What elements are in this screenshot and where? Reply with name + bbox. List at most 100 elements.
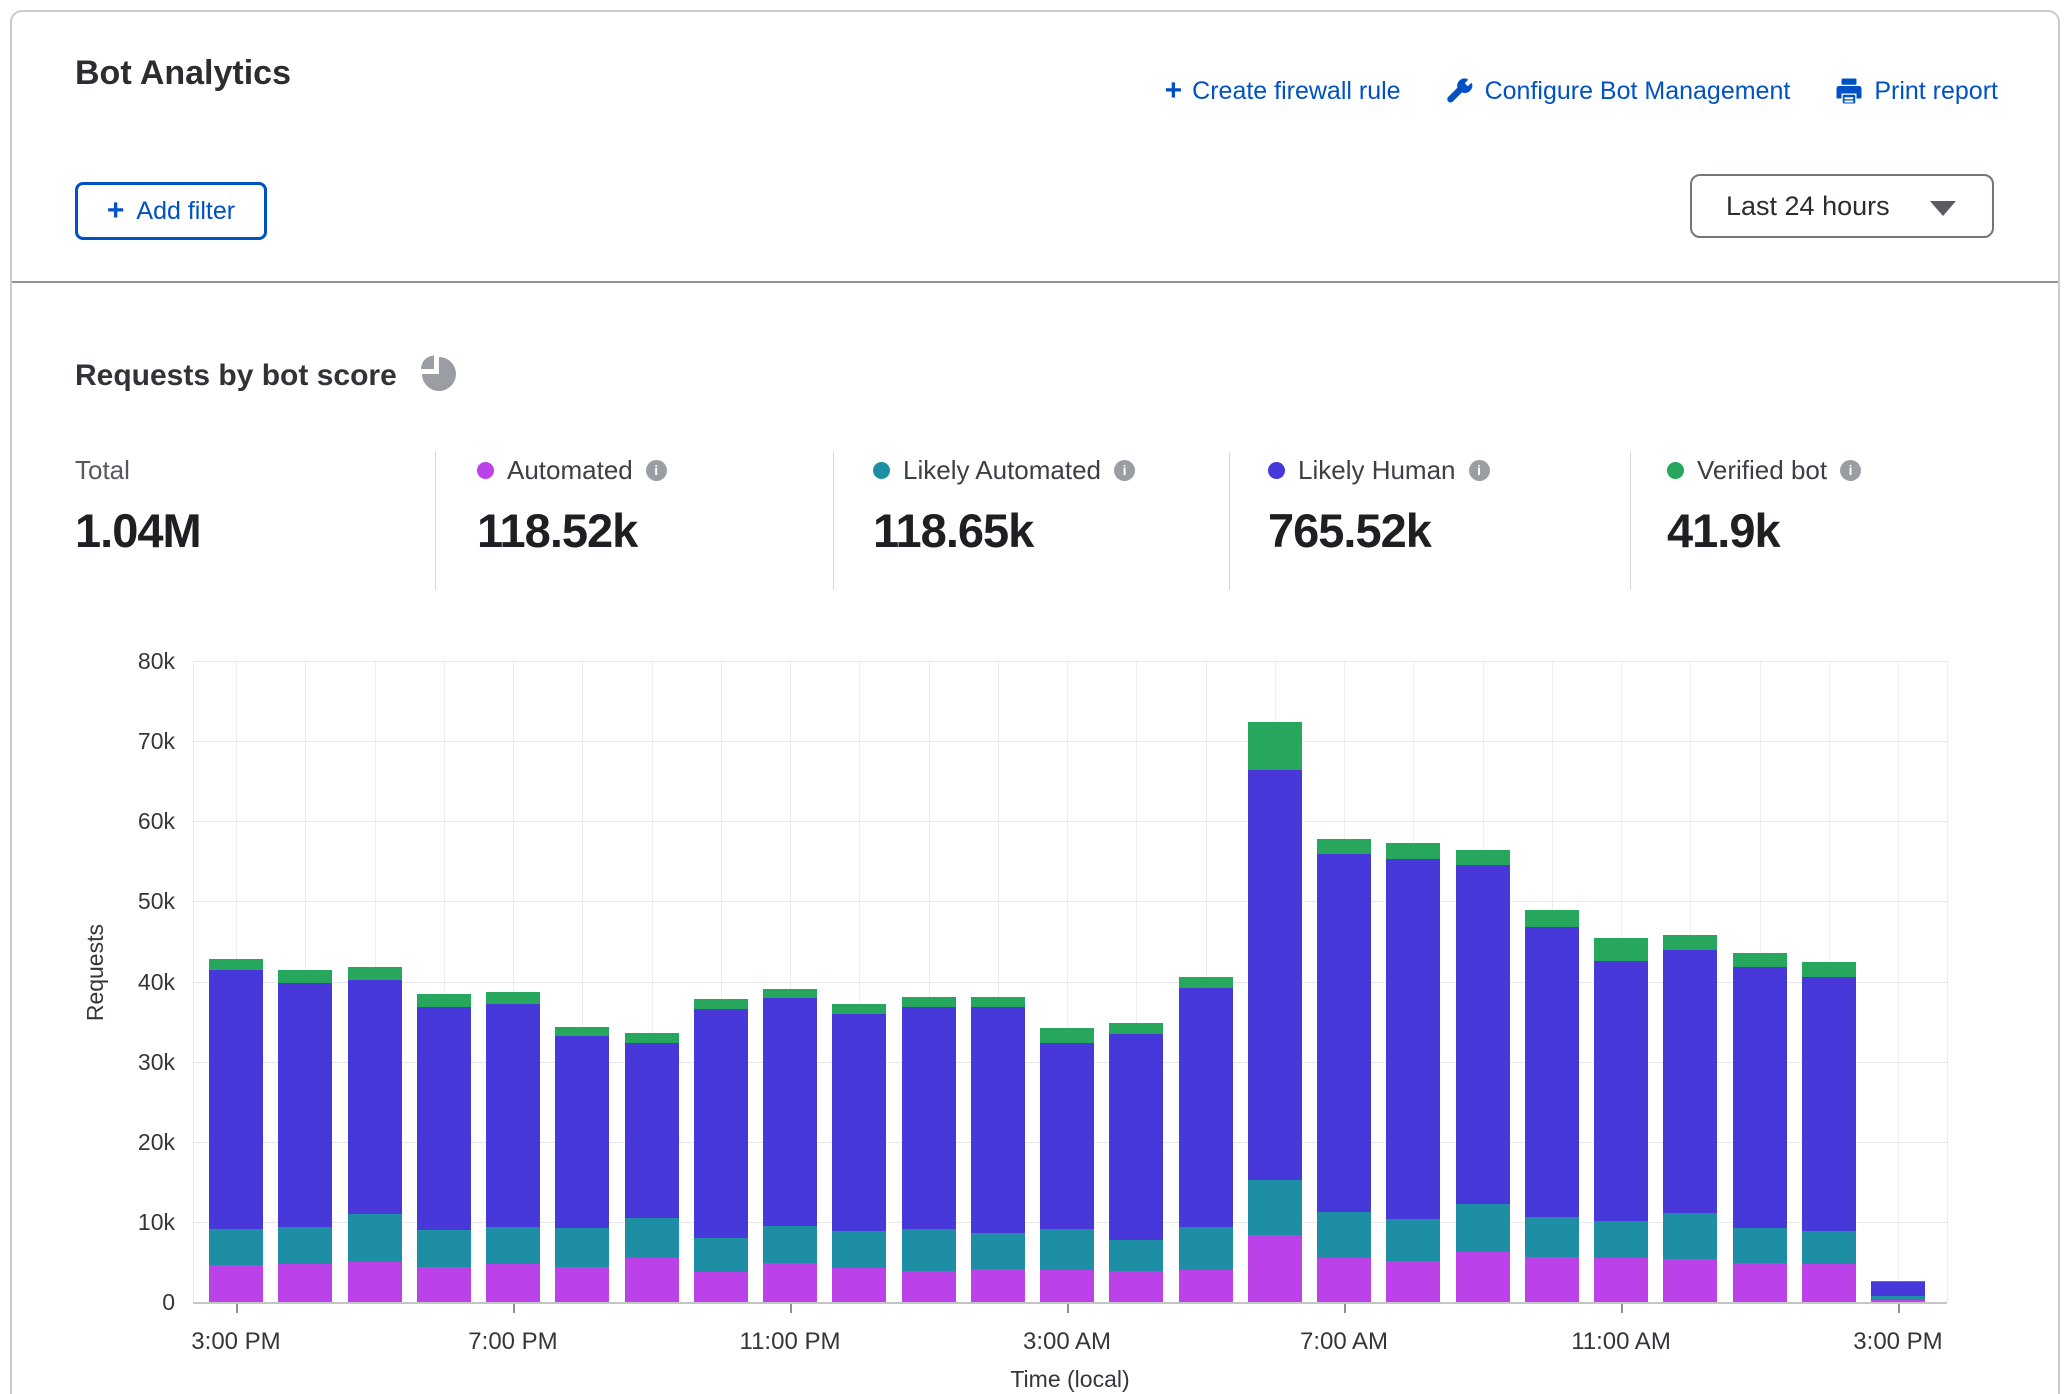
bar-segment-verified-bot[interactable]	[1109, 1023, 1164, 1034]
time-range-dropdown[interactable]: Last 24 hours	[1690, 174, 1994, 238]
bar-segment-likely-human[interactable]	[209, 970, 263, 1230]
bar-segment-verified-bot[interactable]	[1040, 1027, 1094, 1044]
bar-segment-likely-automated[interactable]	[1317, 1212, 1371, 1258]
bar-segment-verified-bot[interactable]	[693, 999, 748, 1009]
bar-segment-automated[interactable]	[1178, 1269, 1233, 1302]
bar-segment-automated[interactable]	[1524, 1257, 1579, 1302]
bar-segment-verified-bot[interactable]	[1594, 938, 1648, 961]
bar-segment-verified-bot[interactable]	[1247, 721, 1302, 770]
bar-segment-likely-automated[interactable]	[1524, 1217, 1579, 1258]
bar-segment-likely-automated[interactable]	[901, 1229, 956, 1271]
bar-segment-likely-human[interactable]	[970, 1007, 1025, 1234]
bar-segment-verified-bot[interactable]	[1871, 1281, 1925, 1282]
bar-segment-likely-human[interactable]	[1801, 976, 1856, 1231]
bar-segment-automated[interactable]	[901, 1270, 956, 1302]
bar-segment-automated[interactable]	[1594, 1257, 1648, 1302]
bar-segment-verified-bot[interactable]	[486, 991, 540, 1004]
bar-segment-likely-automated[interactable]	[1247, 1180, 1302, 1235]
configure-bot-management-link[interactable]: Configure Bot Management	[1445, 76, 1790, 106]
bar-segment-likely-human[interactable]	[1455, 864, 1510, 1205]
info-icon[interactable]: i	[1468, 459, 1490, 481]
bar-segment-likely-automated[interactable]	[1455, 1204, 1510, 1253]
bar-segment-likely-human[interactable]	[1386, 858, 1441, 1219]
bar-segment-automated[interactable]	[763, 1262, 817, 1302]
bar-segment-likely-automated[interactable]	[486, 1226, 540, 1265]
bar-segment-verified-bot[interactable]	[970, 996, 1025, 1008]
bar-segment-likely-human[interactable]	[278, 983, 333, 1227]
bar-segment-automated[interactable]	[970, 1269, 1025, 1302]
bar-segment-likely-automated[interactable]	[624, 1217, 679, 1258]
bar-segment-automated[interactable]	[832, 1268, 887, 1302]
bar-segment-likely-human[interactable]	[624, 1043, 679, 1218]
info-icon[interactable]: i	[1114, 459, 1136, 481]
bar-segment-likely-human[interactable]	[486, 1003, 540, 1227]
bar-segment-likely-human[interactable]	[347, 979, 402, 1214]
bar-segment-likely-automated[interactable]	[1178, 1226, 1233, 1270]
bar-segment-likely-automated[interactable]	[970, 1233, 1025, 1270]
bar-segment-verified-bot[interactable]	[1732, 952, 1787, 968]
bar-segment-automated[interactable]	[1455, 1252, 1510, 1302]
bar-segment-verified-bot[interactable]	[209, 959, 263, 971]
bar-segment-verified-bot[interactable]	[416, 993, 471, 1008]
bar-segment-verified-bot[interactable]	[1386, 842, 1441, 859]
bar-segment-likely-automated[interactable]	[1594, 1221, 1648, 1258]
bar-segment-likely-human[interactable]	[1732, 967, 1787, 1229]
bar-segment-automated[interactable]	[209, 1265, 263, 1302]
bar-segment-likely-human[interactable]	[1663, 950, 1718, 1214]
bar-segment-likely-automated[interactable]	[555, 1228, 610, 1267]
bar-segment-verified-bot[interactable]	[624, 1032, 679, 1044]
bar-segment-verified-bot[interactable]	[1317, 838, 1371, 855]
bar-segment-verified-bot[interactable]	[555, 1027, 610, 1036]
bar-segment-automated[interactable]	[1317, 1257, 1371, 1302]
bar-segment-automated[interactable]	[555, 1266, 610, 1302]
bar-segment-automated[interactable]	[1109, 1270, 1164, 1302]
bar-segment-verified-bot[interactable]	[347, 967, 402, 980]
info-icon[interactable]: i	[1840, 459, 1862, 481]
bar-segment-automated[interactable]	[278, 1264, 333, 1302]
bar-segment-likely-automated[interactable]	[347, 1213, 402, 1262]
bar-segment-automated[interactable]	[693, 1272, 748, 1302]
bar-segment-automated[interactable]	[1247, 1234, 1302, 1302]
bar-segment-automated[interactable]	[1732, 1262, 1787, 1302]
bar-segment-likely-human[interactable]	[1109, 1033, 1164, 1241]
bar-segment-likely-human[interactable]	[1524, 927, 1579, 1218]
bar-segment-likely-human[interactable]	[416, 1007, 471, 1230]
bar-segment-likely-automated[interactable]	[1109, 1240, 1164, 1271]
bar-segment-likely-automated[interactable]	[1801, 1230, 1856, 1265]
bar-segment-likely-automated[interactable]	[416, 1229, 471, 1267]
bar-segment-likely-human[interactable]	[1040, 1043, 1094, 1230]
create-firewall-rule-link[interactable]: + Create firewall rule	[1165, 76, 1401, 106]
bar-segment-likely-human[interactable]	[693, 1008, 748, 1238]
bar-segment-verified-bot[interactable]	[1178, 976, 1233, 988]
bar-segment-verified-bot[interactable]	[1455, 850, 1510, 865]
bar-segment-likely-automated[interactable]	[693, 1237, 748, 1273]
print-report-link[interactable]: Print report	[1834, 76, 1998, 106]
bar-segment-verified-bot[interactable]	[1524, 910, 1579, 927]
add-filter-button[interactable]: + Add filter	[75, 182, 267, 240]
bar-segment-likely-human[interactable]	[1594, 960, 1648, 1222]
bar-segment-likely-automated[interactable]	[1386, 1218, 1441, 1262]
bar-segment-automated[interactable]	[347, 1261, 402, 1302]
bar-segment-automated[interactable]	[416, 1266, 471, 1302]
bar-segment-likely-human[interactable]	[901, 1007, 956, 1230]
bar-segment-verified-bot[interactable]	[1663, 935, 1718, 951]
bar-segment-likely-human[interactable]	[1871, 1281, 1925, 1297]
bar-segment-verified-bot[interactable]	[1801, 962, 1856, 977]
bar-segment-automated[interactable]	[1871, 1299, 1925, 1302]
bar-segment-automated[interactable]	[486, 1264, 540, 1302]
bar-segment-likely-human[interactable]	[832, 1013, 887, 1231]
bar-segment-verified-bot[interactable]	[832, 1003, 887, 1014]
info-icon[interactable]: i	[645, 459, 667, 481]
bar-segment-likely-automated[interactable]	[278, 1226, 333, 1265]
bar-segment-likely-automated[interactable]	[1663, 1213, 1718, 1259]
bar-segment-likely-automated[interactable]	[832, 1230, 887, 1269]
bar-segment-verified-bot[interactable]	[763, 988, 817, 998]
bar-segment-likely-automated[interactable]	[1871, 1296, 1925, 1300]
bar-segment-automated[interactable]	[624, 1257, 679, 1302]
bar-segment-automated[interactable]	[1040, 1269, 1094, 1302]
bar-segment-likely-automated[interactable]	[763, 1225, 817, 1263]
bar-segment-likely-automated[interactable]	[1732, 1228, 1787, 1263]
bar-segment-likely-human[interactable]	[1178, 987, 1233, 1227]
bar-segment-likely-automated[interactable]	[209, 1229, 263, 1266]
bar-segment-automated[interactable]	[1663, 1258, 1718, 1302]
